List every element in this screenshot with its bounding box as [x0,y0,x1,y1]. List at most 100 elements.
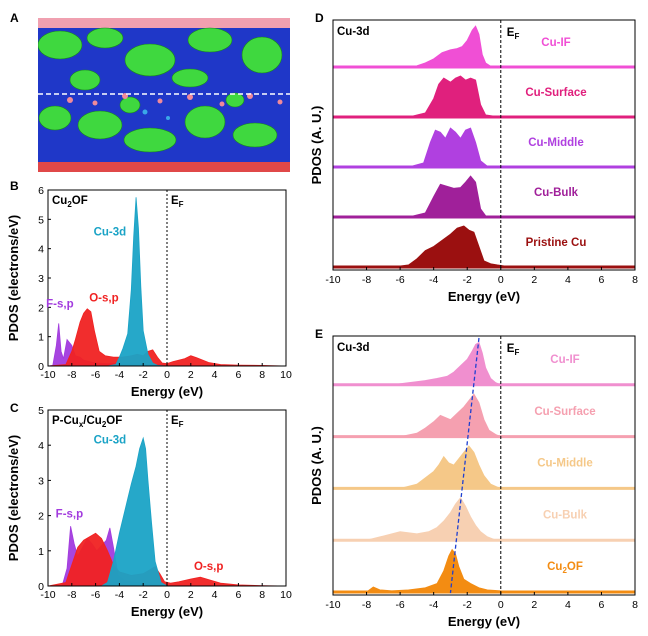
chart-title: Cu-3d [337,26,370,38]
x-tick-label: -6 [395,274,404,286]
x-tick-label: 8 [259,589,265,601]
x-tick-label: 6 [235,589,241,601]
series-label-cu-bulk: Cu-Bulk [534,187,579,199]
series-label-cu-if: Cu-IF [550,354,579,366]
series-label-cu-3d: Cu-3d [94,226,127,238]
x-tick-label: 2 [531,274,537,286]
x-tick-label: 10 [280,589,292,601]
x-tick-label: -10 [325,274,340,286]
fermi-level-label: EF [507,27,520,41]
chart-title: Cu2OF [52,195,88,209]
y-axis-label: PDOS (A. U.) [309,426,324,505]
y-axis-label: PDOS (electrons/eV) [6,435,21,561]
x-tick-label: 8 [259,369,265,381]
series-label-cu-3d: Cu-3d [94,434,127,446]
y-tick-label: 3 [38,273,44,285]
x-axis-label: Energy (eV) [131,384,203,399]
series-label-cu-surface: Cu-Surface [525,87,586,99]
series-label-f-s-p: F-s,p [46,298,73,310]
x-tick-label: -2 [463,599,472,611]
chart-b: EF -10 -8 -6 -4 -2 0 2 4 6 8 10 0 1 2 3 4 5 6 Energy (eV) PD… [6,185,292,399]
series-label-o-s-p: O-s,p [194,561,223,573]
series-label-cu-middle: Cu-Middle [537,458,593,470]
y-tick-label: 3 [38,475,44,487]
y-tick-label: 4 [38,244,44,256]
series-label-cu-if: Cu-IF [541,37,570,49]
y-tick-label: 2 [38,511,44,523]
x-tick-label: -10 [40,369,55,381]
series-cu-if-area [333,25,635,68]
x-axis-label: Energy (eV) [448,614,520,629]
fermi-level-label: EF [171,415,184,429]
chart-c: EF -10 -8 -6 -4 -2 0 2 4 6 8 10 0 1 2 3 4 5 Energy (eV) PDO… [6,405,292,619]
x-tick-label: -4 [429,274,438,286]
x-tick-label: 6 [235,369,241,381]
y-tick-label: 0 [38,361,44,373]
x-tick-label: 0 [164,589,170,601]
x-tick-label: -8 [67,369,76,381]
series-label-pristine-cu: Pristine Cu [526,237,587,249]
y-tick-label: 2 [38,302,44,314]
y-tick-label: 0 [38,581,44,593]
x-tick-label: 2 [531,599,537,611]
x-tick-label: -8 [67,589,76,601]
panel-label-d: D [315,11,324,25]
x-tick-label: 8 [632,599,638,611]
x-tick-label: 0 [164,369,170,381]
x-tick-label: 4 [565,274,571,286]
series-cu-if-area [333,341,635,386]
series-label-cu-surface: Cu-Surface [534,406,595,418]
series-cu2of-area [333,548,635,593]
x-tick-label: 2 [188,589,194,601]
x-tick-label: 6 [599,599,605,611]
y-tick-label: 5 [38,405,44,417]
y-axis-label: PDOS (A. U.) [309,106,324,185]
y-axis-label: PDOS (electrons/eV) [6,215,21,341]
series-cu-middle-area [333,127,635,168]
panel-label-a: A [10,11,19,25]
y-tick-label: 1 [38,332,44,344]
chart-title: P-Cux/Cu2OF [52,415,122,429]
series-label-o-s-p: O-s,p [89,292,118,304]
x-tick-label: 4 [565,599,571,611]
x-axis-label: Energy (eV) [448,289,520,304]
series-pristine-cu-area [333,225,635,268]
x-tick-label: -2 [463,274,472,286]
x-tick-label: -2 [139,589,148,601]
series-o-s-p-area [48,308,286,366]
series-label-cu-middle: Cu-Middle [528,137,584,149]
fermi-level-label: EF [171,195,184,209]
chart-e: Cu-IF Cu-Surface Cu-Middle Cu-Bulk Cu2OF EF -1… [309,335,638,629]
x-tick-label: 4 [212,589,218,601]
series-cu-3d-area [48,436,286,586]
plot-frame [332,335,636,596]
series-cu-middle-area [333,445,635,489]
plot-frame [332,19,636,271]
x-tick-label: 8 [632,274,638,286]
x-tick-label: 4 [212,369,218,381]
fermi-level-label: EF [507,343,520,357]
series-label-f-s-p: F-s,p [56,508,83,520]
series-label-cu2of: Cu2OF [547,561,583,575]
y-tick-label: 1 [38,546,44,558]
chart-title: Cu-3d [337,342,370,354]
x-tick-label: -2 [139,369,148,381]
x-tick-label: 0 [498,274,504,286]
panel-label-c: C [10,401,19,415]
x-tick-label: 6 [599,274,605,286]
peak-shift-trend-line [449,337,480,594]
x-tick-label: -10 [325,599,340,611]
series-label-cu-bulk: Cu-Bulk [543,509,588,521]
series-cu-bulk-area [333,497,635,541]
x-tick-label: -4 [115,589,124,601]
x-tick-label: 2 [188,369,194,381]
x-tick-label: -4 [429,599,438,611]
x-axis-label: Energy (eV) [131,604,203,619]
x-tick-label: -6 [91,369,100,381]
x-tick-label: -8 [362,274,371,286]
series-cu-surface-area [333,75,635,118]
panel-label-e: E [315,327,323,341]
x-tick-label: -6 [91,589,100,601]
series-cu-bulk-area [333,175,635,218]
